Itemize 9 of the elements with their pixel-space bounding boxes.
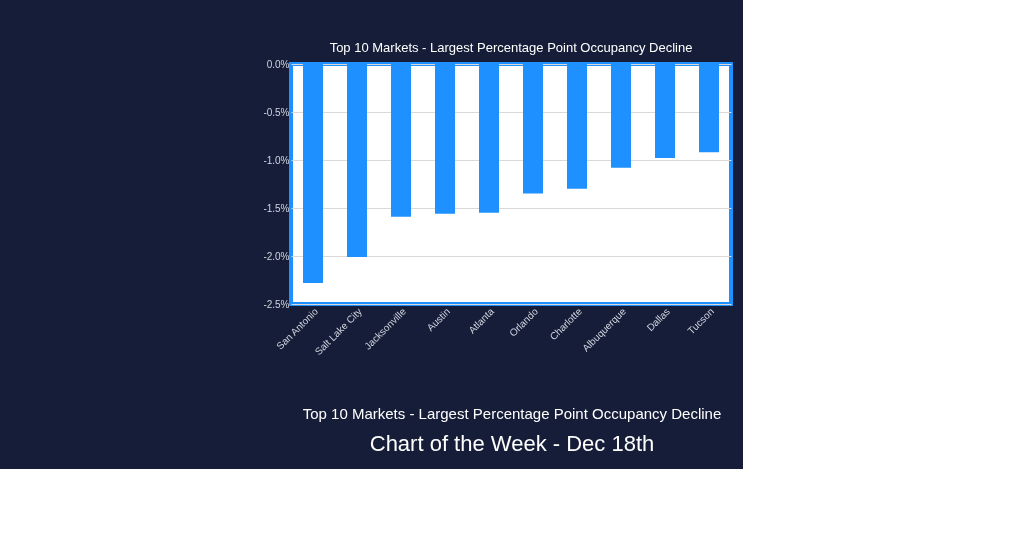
y-tick-label: -2.0% — [263, 250, 290, 262]
chart-title: Top 10 Markets - Largest Percentage Point Occupancy Decline — [329, 40, 693, 55]
y-tick-label: -1.0% — [263, 154, 290, 166]
y-tick-label: -0.5% — [263, 106, 290, 118]
text: Top 10 Markets - Largest Percentage Point Occupancy Decline — [302, 405, 722, 422]
y-tick-label: -2.5% — [263, 298, 290, 310]
text: Chart of the Week - Dec 18th — [369, 431, 655, 456]
y-tick-label: -1.5% — [263, 202, 290, 214]
y-tick-label: 0.0% — [266, 58, 290, 70]
